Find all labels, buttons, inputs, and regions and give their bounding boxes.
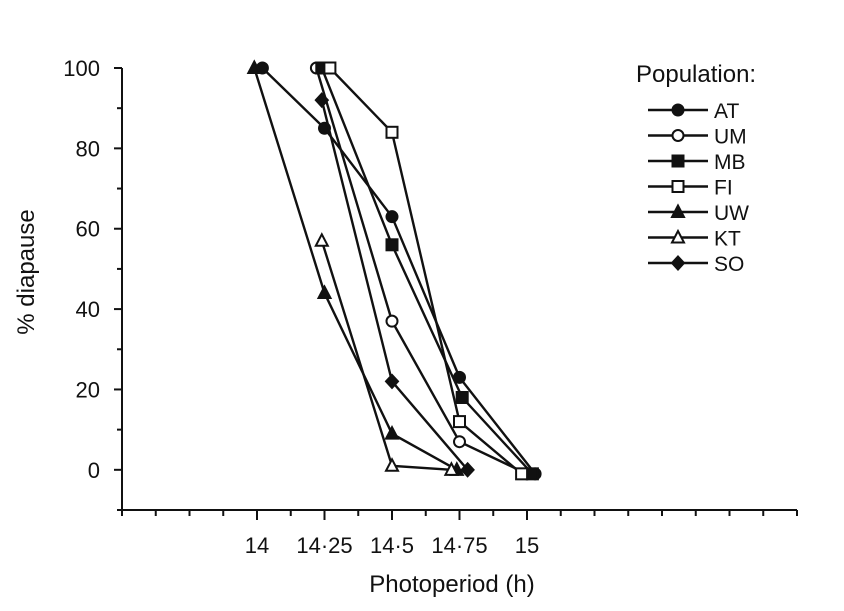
- legend-item-so: SO: [648, 253, 744, 276]
- point-so-0: [314, 92, 330, 109]
- point-fi-3: [515, 467, 529, 481]
- point-at-2: [385, 210, 399, 224]
- x-tick-label-14-25: 14·25: [296, 533, 352, 558]
- series-line-um: [315, 67, 528, 475]
- legend-item-mb: MB: [648, 151, 746, 174]
- legend-marker-kt: [670, 228, 686, 244]
- y-tick-label-20: 20: [76, 377, 100, 402]
- series-line-at: [261, 67, 537, 475]
- point-mb-2: [455, 390, 469, 404]
- series-fi: [323, 61, 529, 481]
- point-so-1: [384, 373, 400, 390]
- point-kt-1: [384, 457, 400, 472]
- point-mb-3: [525, 467, 539, 481]
- series-line-mb: [320, 67, 534, 475]
- y-ticks: 0 20 40 60 80 100: [63, 56, 122, 511]
- series-line-uw: [253, 67, 458, 471]
- x-axis-label: Photoperiod (h): [369, 571, 534, 598]
- point-uw-0: [246, 59, 262, 74]
- point-um-1: [385, 314, 399, 328]
- y-axis-label: % diapause: [13, 209, 40, 334]
- point-fi-1: [385, 125, 399, 139]
- legend-item-at: AT: [648, 100, 739, 123]
- y-tick-label-0: 0: [88, 458, 100, 483]
- y-tick-label-80: 80: [76, 136, 100, 161]
- legend-label-fi: FI: [714, 177, 733, 200]
- legend-item-uw: UW: [648, 202, 749, 225]
- series-at: [255, 61, 542, 481]
- point-uw-2: [384, 424, 400, 440]
- legend-marker-um: [671, 129, 685, 142]
- point-mb-1: [385, 238, 399, 252]
- legend-marker-at: [671, 103, 685, 117]
- point-fi-2: [453, 415, 466, 429]
- point-uw-1: [316, 284, 333, 300]
- legend-marker-mb: [671, 154, 685, 168]
- series-mb: [315, 61, 539, 481]
- legend-label-uw: UW: [714, 202, 749, 225]
- series-uw: [246, 59, 465, 476]
- legend-label-at: AT: [714, 100, 739, 123]
- x-ticks: 14 14·25 14·5 14·75 15: [121, 510, 798, 558]
- legend-marker-fi: [671, 180, 685, 193]
- legend-label-kt: KT: [714, 228, 741, 251]
- legend-label-um: UM: [714, 126, 747, 149]
- x-tick-label-15: 15: [515, 533, 539, 558]
- y-tick-label-60: 60: [76, 217, 100, 242]
- point-fi-0: [323, 61, 337, 75]
- point-kt-0: [314, 232, 330, 247]
- legend-label-mb: MB: [714, 151, 746, 174]
- series-line-fi: [329, 67, 523, 475]
- x-tick-label-14: 14: [245, 533, 269, 558]
- legend-marker-so: [670, 255, 686, 271]
- legend-item-fi: FI: [648, 177, 733, 200]
- legend-title: Population:: [636, 61, 756, 88]
- point-so-2: [460, 461, 475, 478]
- legend-item-kt: KT: [648, 228, 741, 251]
- x-tick-label-14-75: 14·75: [431, 533, 487, 558]
- point-um-2: [453, 435, 466, 449]
- point-kt-2: [443, 461, 460, 476]
- series-so: [314, 92, 475, 478]
- y-tick-label-100: 100: [63, 56, 100, 81]
- legend-label-so: SO: [714, 253, 744, 276]
- x-tick-label-14-5: 14·5: [370, 533, 414, 558]
- legend-item-um: UM: [648, 126, 747, 149]
- y-tick-label-40: 40: [76, 297, 100, 322]
- series-layer: [246, 59, 542, 481]
- legend-marker-uw: [670, 203, 686, 218]
- series-kt: [314, 232, 460, 476]
